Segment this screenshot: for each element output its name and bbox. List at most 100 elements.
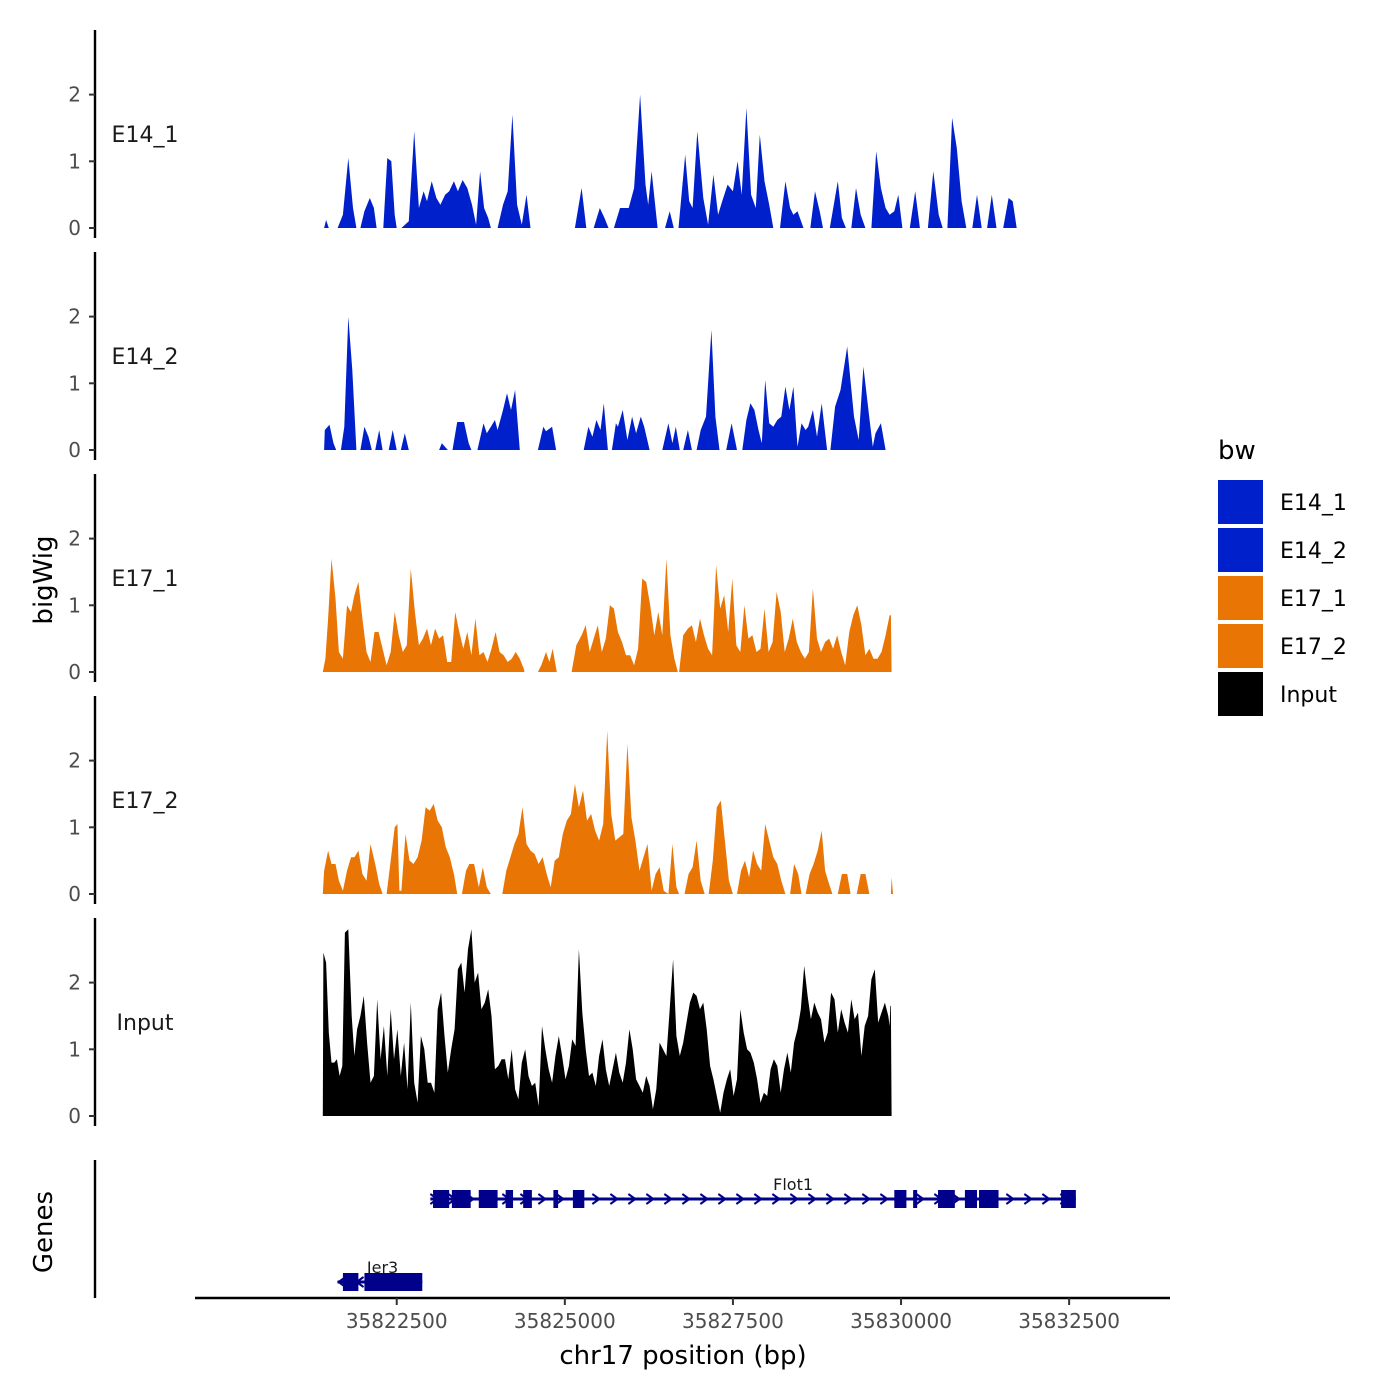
legend-label: E14_2 xyxy=(1280,539,1347,564)
strand-chevron-icon xyxy=(807,1193,818,1205)
coverage-area-E14_2 xyxy=(683,430,692,450)
strand-chevron-icon xyxy=(537,1193,548,1205)
gene-track: Flot1 Ier3 xyxy=(93,1160,1076,1298)
coverage-area-E17_1 xyxy=(679,565,892,672)
track-E14_1: 0 1 2 E14_1 xyxy=(68,30,1017,240)
legend-label: E17_1 xyxy=(1280,587,1347,612)
coverage-area-E17_2 xyxy=(890,877,893,894)
coverage-area-E17_2 xyxy=(805,830,833,894)
coverage-area-E14_2 xyxy=(726,423,737,450)
gene-exon xyxy=(553,1190,559,1208)
x-tick-label: 35832500 xyxy=(1018,1309,1120,1333)
strand-chevron-icon xyxy=(717,1193,728,1205)
y-tick-label: 1 xyxy=(68,815,81,839)
coverage-area-E14_1 xyxy=(947,117,967,228)
coverage-area-E14_2 xyxy=(360,426,372,450)
coverage-area-E14_2 xyxy=(537,426,557,450)
coverage-area-E14_1 xyxy=(927,171,943,228)
track-label: E17_1 xyxy=(112,567,179,592)
coverage-area-E14_1 xyxy=(593,208,609,228)
coverage-area-E17_2 xyxy=(322,844,383,894)
x-tick-label: 35827500 xyxy=(682,1309,784,1333)
y-tick-label: 0 xyxy=(68,882,81,906)
gene-exon xyxy=(1061,1190,1076,1208)
x-tick-label: 35825000 xyxy=(514,1309,616,1333)
coverage-area-E14_1 xyxy=(810,191,823,228)
legend-item-E14_2: E14_2 xyxy=(1218,528,1347,572)
gene-Ier3: Ier3 xyxy=(336,1258,423,1291)
coverage-area-E14_1 xyxy=(829,181,846,228)
coverage-area-E14_2 xyxy=(830,346,886,450)
coverage-area-E17_2 xyxy=(684,840,705,894)
legend-swatch xyxy=(1218,672,1263,716)
legend-swatch xyxy=(1218,528,1263,572)
coverage-area-E14_1 xyxy=(401,131,491,228)
gene-exon xyxy=(894,1190,907,1208)
legend-label: Input xyxy=(1280,683,1337,708)
coverage-area-E17_2 xyxy=(708,800,733,894)
y-tick-label: 2 xyxy=(68,527,81,551)
legend-item-Input: Input xyxy=(1218,672,1337,716)
x-axis-title: chr17 position (bp) xyxy=(559,1341,806,1371)
legend-label: E14_1 xyxy=(1280,491,1347,516)
strand-chevron-icon xyxy=(771,1193,782,1205)
gene-exon xyxy=(505,1190,514,1208)
y-tick-label: 1 xyxy=(68,1037,81,1061)
coverage-area-E14_1 xyxy=(972,194,982,228)
gene-exon xyxy=(342,1273,359,1291)
x-axis: 35822500 35825000 35827500 35830000 35832500 xyxy=(195,1296,1170,1333)
coverage-area-E14_2 xyxy=(611,410,650,450)
y-tick-label: 1 xyxy=(68,371,81,395)
coverage-tracks: 0 1 2 E14_1 0 1 2 E14_2 0 1 2 E17_1 0 1 2 E17_2 0 1 2 Input xyxy=(68,30,1017,1128)
y-tick-label: 0 xyxy=(68,438,81,462)
gene-exon xyxy=(523,1190,532,1208)
coverage-area-E14_2 xyxy=(452,422,472,450)
coverage-area-Input xyxy=(322,929,892,1116)
coverage-area-E14_1 xyxy=(780,181,804,228)
coverage-area-E14_1 xyxy=(337,158,357,228)
legend-item-E14_1: E14_1 xyxy=(1218,480,1347,524)
y-tick-label: 0 xyxy=(68,660,81,684)
coverage-area-E14_1 xyxy=(1003,198,1017,228)
track-label: E14_2 xyxy=(112,345,179,370)
gene-exon xyxy=(913,1190,918,1208)
coverage-area-E14_2 xyxy=(583,403,608,450)
coverage-area-E14_1 xyxy=(613,94,658,228)
coverage-area-E14_1 xyxy=(360,198,377,228)
strand-chevron-icon xyxy=(735,1193,746,1205)
strand-chevron-icon xyxy=(591,1193,602,1205)
coverage-area-E17_2 xyxy=(461,864,491,894)
track-E14_2: 0 1 2 E14_2 xyxy=(68,252,886,462)
coverage-area-E14_2 xyxy=(340,316,357,450)
strand-chevron-icon xyxy=(1023,1193,1034,1205)
legend-swatch xyxy=(1218,624,1263,668)
strand-chevron-icon xyxy=(915,1193,926,1205)
coverage-area-E14_2 xyxy=(375,430,383,450)
legend-title: bw xyxy=(1218,436,1256,466)
coverage-area-E14_2 xyxy=(388,430,397,450)
strand-chevron-icon xyxy=(1041,1193,1052,1205)
strand-chevron-icon xyxy=(879,1193,890,1205)
strand-chevron-icon xyxy=(609,1193,620,1205)
gene-exon xyxy=(964,1190,978,1208)
coverage-area-E17_1 xyxy=(322,558,525,672)
strand-chevron-icon xyxy=(789,1193,800,1205)
coverage-area-E14_2 xyxy=(696,329,720,450)
y-tick-label: 1 xyxy=(68,593,81,617)
gene-label: Ier3 xyxy=(367,1258,398,1277)
gene-exon xyxy=(979,1190,999,1208)
y-tick-label: 2 xyxy=(68,971,81,995)
legend-item-E17_1: E17_1 xyxy=(1218,576,1347,620)
gene-Flot1: Flot1 xyxy=(429,1175,1076,1208)
track-label: E17_2 xyxy=(112,789,179,814)
y-tick-label: 0 xyxy=(68,216,81,240)
gene-exon xyxy=(938,1190,955,1208)
coverage-area-E14_1 xyxy=(324,220,329,228)
coverage-area-E14_2 xyxy=(324,424,337,450)
strand-chevron-icon xyxy=(699,1193,710,1205)
coverage-area-E17_2 xyxy=(837,874,851,894)
strand-chevron-icon xyxy=(1005,1193,1016,1205)
legend: bw E14_1 E14_2 E17_1 E17_2 Input xyxy=(1218,436,1347,716)
strand-chevron-icon xyxy=(555,1193,566,1205)
